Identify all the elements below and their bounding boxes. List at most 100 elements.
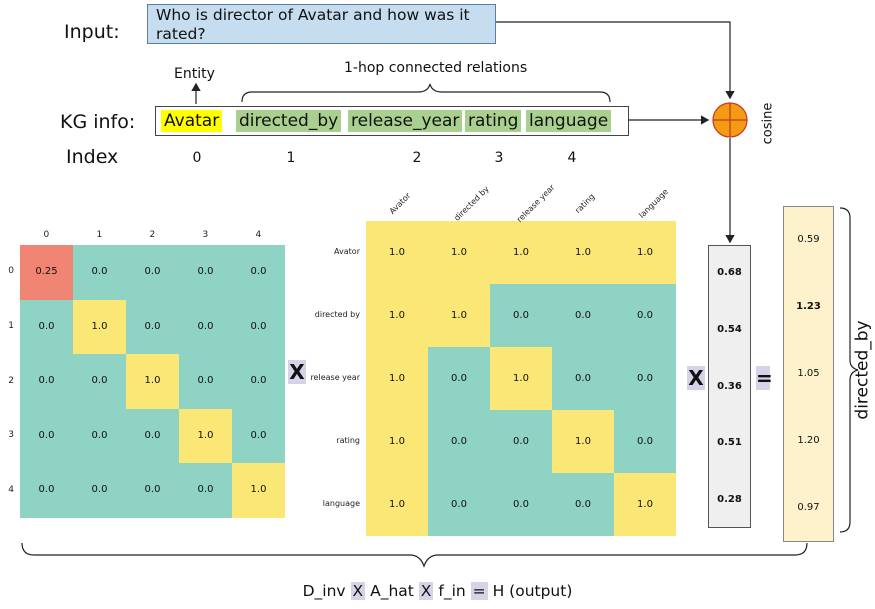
relations-brace bbox=[241, 83, 611, 103]
directed-by-label-wrap: directed_by bbox=[848, 280, 875, 460]
dinv-cell: 0.0 bbox=[73, 463, 126, 518]
ahat-cell: 0.0 bbox=[614, 284, 676, 347]
relation-chip-release-year: release_year bbox=[348, 110, 463, 132]
dinv-cell: 0.0 bbox=[20, 354, 73, 409]
fin-value: 0.54 bbox=[717, 323, 742, 335]
ahat-row-tick: Avator bbox=[334, 246, 360, 256]
ahat-cell: 0.0 bbox=[428, 347, 490, 410]
dinv-cell: 0.0 bbox=[179, 463, 232, 518]
ahat-cell: 1.0 bbox=[552, 221, 614, 284]
dinv-row-tick: 4 bbox=[8, 484, 14, 495]
ahat-cell: 0.0 bbox=[552, 347, 614, 410]
eq-a-hat: A_hat bbox=[370, 582, 414, 600]
dinv-cell: 0.0 bbox=[73, 354, 126, 409]
ahat-cell: 0.0 bbox=[614, 347, 676, 410]
ahat-cell: 0.0 bbox=[490, 410, 552, 473]
dinv-cell: 0.0 bbox=[126, 408, 179, 464]
ahat-row-tick: language bbox=[322, 498, 360, 508]
dinv-cell: 0.0 bbox=[232, 299, 285, 355]
ahat-cell: 0.0 bbox=[490, 473, 552, 536]
ahat-cell: 1.0 bbox=[490, 347, 552, 410]
equation-text: D_inv X A_hat X f_in = H (output) bbox=[0, 582, 875, 600]
kg-info-box: Avatar directed_by release_year rating l… bbox=[155, 106, 629, 136]
eq-h: H (output) bbox=[492, 582, 573, 600]
ahat-cell: 1.0 bbox=[552, 410, 614, 473]
eq-x1: X bbox=[350, 582, 366, 600]
input-arrow bbox=[496, 21, 735, 100]
dinv-cell: 0.0 bbox=[232, 245, 285, 300]
dinv-cell: 0.0 bbox=[20, 408, 73, 464]
ahat-cell: 1.0 bbox=[614, 473, 676, 536]
dinv-cell: 0.0 bbox=[179, 245, 232, 300]
ahat-cell: 0.0 bbox=[428, 410, 490, 473]
ahat-cell: 1.0 bbox=[366, 284, 428, 347]
ahat-cell: 1.0 bbox=[428, 284, 490, 347]
dinv-row-tick: 0 bbox=[8, 266, 14, 277]
cosine-label: cosine bbox=[760, 102, 776, 145]
ahat-cell: 1.0 bbox=[366, 347, 428, 410]
dinv-cell: 0.0 bbox=[126, 245, 179, 300]
times-operator-1: X bbox=[288, 360, 306, 384]
hout-value: 0.97 bbox=[797, 502, 820, 514]
dinv-row-tick: 2 bbox=[8, 375, 14, 386]
dinv-cell: 0.0 bbox=[73, 245, 126, 300]
input-query-box: Who is director of Avatar and how was it… bbox=[147, 4, 496, 44]
relation-chip-directed-by: directed_by bbox=[236, 110, 342, 132]
ahat-cell: 0.0 bbox=[428, 473, 490, 536]
dinv-col-tick: 4 bbox=[255, 230, 262, 240]
dinv-cell: 1.0 bbox=[73, 299, 126, 355]
dinv-cell: 0.0 bbox=[232, 408, 285, 464]
dinv-cell: 0.25 bbox=[20, 245, 73, 300]
dinv-col-tick: 1 bbox=[96, 230, 103, 240]
dinv-cell: 0.0 bbox=[20, 463, 73, 518]
dinv-cell: 1.0 bbox=[179, 408, 232, 464]
dinv-row-tick: 1 bbox=[8, 320, 14, 331]
index-0: 0 bbox=[192, 150, 202, 166]
fin-value: 0.36 bbox=[717, 380, 742, 392]
eq-f-in: f_in bbox=[438, 582, 466, 600]
dinv-cell: 0.0 bbox=[179, 354, 232, 409]
ahat-row-tick: release year bbox=[310, 372, 360, 382]
relations-label: 1-hop connected relations bbox=[344, 60, 528, 76]
ahat-cell: 0.0 bbox=[552, 284, 614, 347]
eq-d-inv: D_inv bbox=[302, 582, 346, 600]
dinv-cell: 0.0 bbox=[179, 299, 232, 355]
index-2: 2 bbox=[412, 150, 422, 166]
ahat-row-tick: directed by bbox=[314, 309, 360, 319]
dinv-row-tick: 3 bbox=[8, 430, 14, 441]
d-inv-matrix: 0.25 0.0 0.0 0.0 0.0 0.0 1.0 0.0 0.0 0.0 0.0 0.0 1.0… bbox=[20, 245, 285, 518]
times-operator-2: X bbox=[687, 366, 705, 390]
equation-brace bbox=[21, 542, 808, 568]
fin-value: 0.51 bbox=[717, 437, 742, 449]
f-in-vector: 0.68 0.54 0.36 0.51 0.28 bbox=[708, 245, 751, 528]
index-4: 4 bbox=[567, 150, 577, 166]
relation-chip-rating: rating bbox=[465, 110, 522, 132]
dinv-cell: 1.0 bbox=[232, 463, 285, 518]
ahat-cell: 0.0 bbox=[552, 473, 614, 536]
relation-chip-language: language bbox=[526, 110, 612, 132]
input-label: Input: bbox=[64, 21, 120, 43]
ahat-cell: 0.0 bbox=[490, 284, 552, 347]
dinv-cell: 0.0 bbox=[126, 299, 179, 355]
equals-operator: = bbox=[756, 366, 773, 390]
output-brace bbox=[839, 207, 859, 533]
hout-value: 0.59 bbox=[797, 233, 820, 245]
ahat-cell: 1.0 bbox=[614, 221, 676, 284]
hout-value: 1.20 bbox=[797, 435, 820, 447]
index-label: Index bbox=[66, 146, 119, 168]
dinv-cell: 0.0 bbox=[126, 463, 179, 518]
ahat-cell: 1.0 bbox=[366, 473, 428, 536]
dinv-cell: 0.0 bbox=[20, 299, 73, 355]
entity-label: Entity bbox=[174, 66, 215, 82]
fin-value: 0.68 bbox=[717, 267, 742, 279]
ahat-cell: 0.0 bbox=[614, 410, 676, 473]
ahat-cell: 1.0 bbox=[490, 221, 552, 284]
eq-equals: = bbox=[470, 582, 488, 600]
a-hat-matrix: 1.0 1.0 1.0 1.0 1.0 1.0 1.0 0.0 0.0 0.0 1.0 0.0 1.0 0… bbox=[366, 221, 676, 536]
dinv-cell: 0.0 bbox=[73, 408, 126, 464]
fin-value: 0.28 bbox=[717, 493, 742, 505]
index-3: 3 bbox=[494, 150, 504, 166]
dinv-col-tick: 3 bbox=[202, 230, 209, 240]
dinv-cell: 1.0 bbox=[126, 354, 179, 409]
